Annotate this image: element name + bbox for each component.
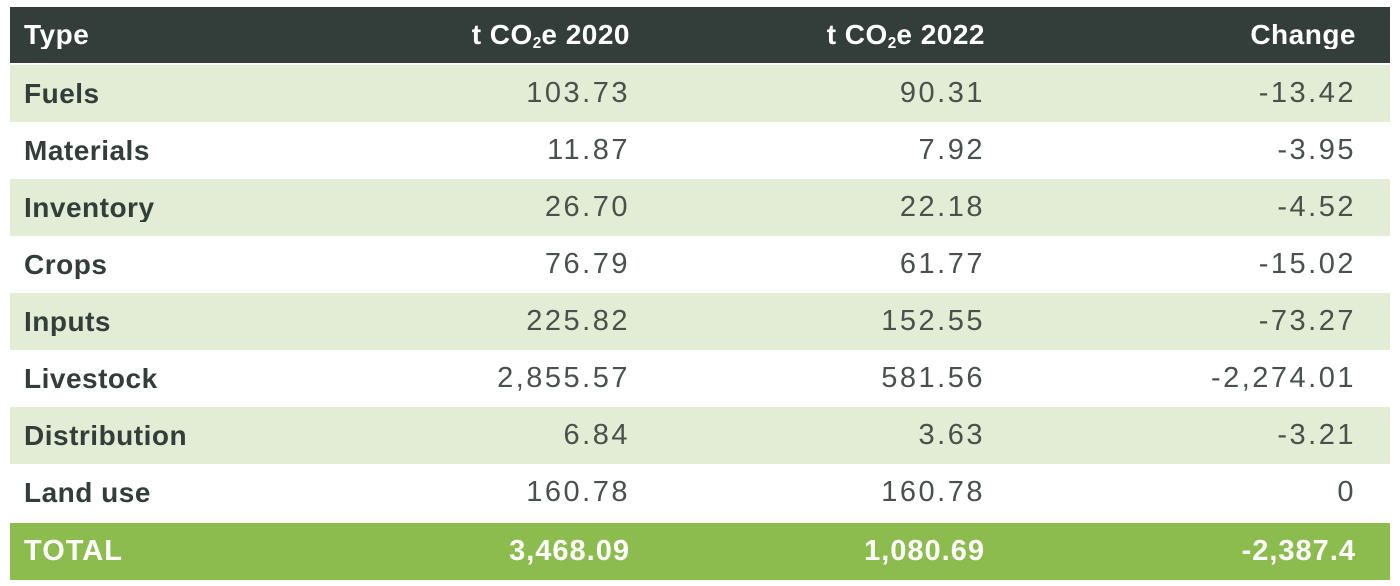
total-2020: 3,468.09 <box>509 537 630 566</box>
value-change: -3.95 <box>1277 136 1356 165</box>
row-label: Materials <box>24 136 150 165</box>
column-header-change: Change <box>1250 21 1356 49</box>
value-change: -73.27 <box>1258 307 1356 336</box>
co2e-2020-suffix: e 2020 <box>541 21 630 49</box>
row-label: Fuels <box>24 79 100 108</box>
co2-subscript: 2 <box>887 35 897 49</box>
total-change: -2,387.4 <box>1241 537 1356 566</box>
co2e-2022-prefix: t CO <box>826 21 888 49</box>
table-header-row: Type t CO2e 2020 t CO2e 2022 Change <box>10 7 1390 63</box>
total-2022: 1,080.69 <box>864 537 985 566</box>
value-2022: 152.55 <box>881 307 985 336</box>
value-2020: 225.82 <box>526 307 630 336</box>
value-2022: 7.92 <box>918 136 985 165</box>
table-row-materials: Materials 11.87 7.92 -3.95 <box>10 122 1390 179</box>
value-2022: 3.63 <box>918 421 985 450</box>
table-row-inputs: Inputs 225.82 152.55 -73.27 <box>10 293 1390 350</box>
table-row-crops: Crops 76.79 61.77 -15.02 <box>10 236 1390 293</box>
value-2020: 160.78 <box>526 478 630 507</box>
table-row-distribution: Distribution 6.84 3.63 -3.21 <box>10 407 1390 464</box>
value-2022: 160.78 <box>881 478 985 507</box>
table-total-row: TOTAL 3,468.09 1,080.69 -2,387.4 <box>10 523 1390 580</box>
value-change: -3.21 <box>1277 421 1356 450</box>
row-label: Inventory <box>24 193 155 222</box>
value-change: -4.52 <box>1277 193 1356 222</box>
value-2022: 61.77 <box>899 250 985 279</box>
value-2020: 2,855.57 <box>497 364 630 393</box>
row-label: Crops <box>24 250 108 279</box>
emissions-table: Type t CO2e 2020 t CO2e 2022 Change Fuel… <box>10 7 1390 580</box>
co2e-2020-prefix: t CO <box>471 21 533 49</box>
column-header-type: Type <box>24 21 90 49</box>
co2-subscript: 2 <box>532 35 542 49</box>
value-change: -13.42 <box>1258 79 1356 108</box>
row-label: Livestock <box>24 364 158 393</box>
value-2020: 6.84 <box>563 421 630 450</box>
table-row-fuels: Fuels 103.73 90.31 -13.42 <box>10 65 1390 122</box>
value-2022: 22.18 <box>899 193 985 222</box>
table-row-livestock: Livestock 2,855.57 581.56 -2,274.01 <box>10 350 1390 407</box>
row-label: Inputs <box>24 307 111 336</box>
row-label: Land use <box>24 478 151 507</box>
value-change: -2,274.01 <box>1210 364 1356 393</box>
value-2020: 103.73 <box>526 79 630 108</box>
value-2022: 581.56 <box>881 364 985 393</box>
value-change: 0 <box>1337 478 1356 507</box>
value-2020: 76.79 <box>544 250 630 279</box>
row-label: Distribution <box>24 421 188 450</box>
column-header-co2e-2022: t CO2e 2022 <box>670 21 1025 49</box>
column-header-co2e-2020: t CO2e 2020 <box>340 21 670 49</box>
value-change: -15.02 <box>1258 250 1356 279</box>
value-2022: 90.31 <box>899 79 985 108</box>
total-label: TOTAL <box>24 537 123 566</box>
co2e-2022-suffix: e 2022 <box>896 21 985 49</box>
value-2020: 11.87 <box>547 136 630 165</box>
table-row-land-use: Land use 160.78 160.78 0 <box>10 464 1390 521</box>
table-row-inventory: Inventory 26.70 22.18 -4.52 <box>10 179 1390 236</box>
value-2020: 26.70 <box>544 193 630 222</box>
